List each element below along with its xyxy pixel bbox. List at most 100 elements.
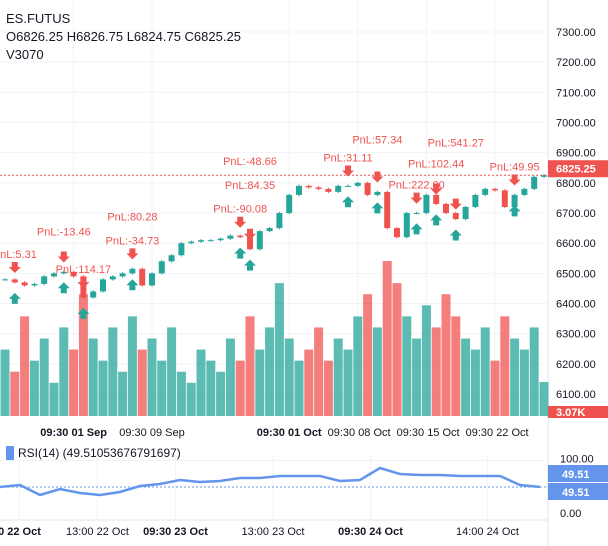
rsi-time-tick-label: 13:00 23 Oct (242, 526, 305, 538)
pnl-label: PnL:57.34 (352, 134, 402, 146)
volume-bar (539, 382, 549, 416)
price-tick-label: 6600.00 (556, 238, 596, 250)
pnl-label: PnL:84.35 (225, 180, 275, 192)
volume-bar (284, 338, 294, 416)
candle (188, 241, 195, 244)
rsi-time-tick-label: 13:00 22 Oct (66, 526, 129, 538)
rsi-value-label: 49.51 (562, 487, 590, 499)
volume-bar (274, 283, 284, 416)
candle (237, 235, 244, 238)
candle (51, 273, 57, 277)
buy-arrow-icon (234, 247, 247, 259)
price-tick-label: 7000.00 (556, 118, 596, 130)
volume-bar (470, 349, 480, 416)
sell-arrow-icon (371, 171, 384, 183)
pnl-label: PnL:102.44 (408, 159, 464, 171)
candle (256, 231, 263, 250)
volume-bar (49, 382, 59, 416)
rsi-color-swatch (6, 446, 14, 460)
volume-bar (382, 261, 392, 416)
buy-arrow-icon (126, 279, 139, 291)
sell-arrow-icon (77, 277, 90, 289)
volume-bar (461, 338, 471, 416)
volume-bar (500, 316, 510, 416)
price-tick-label: 6900.00 (556, 148, 596, 160)
volume-bar (235, 360, 245, 416)
candle (119, 273, 126, 277)
candle (511, 194, 518, 207)
volume-bar (176, 371, 186, 416)
price-tick-label: 6400.00 (556, 299, 596, 311)
volume-bar (451, 316, 461, 416)
rsi-value-label: 49.51 (562, 469, 590, 481)
sell-arrow-icon (244, 228, 256, 240)
price-tick-label: 6800.00 (556, 178, 596, 190)
volume-bar (421, 305, 431, 416)
buy-arrow-icon (342, 196, 354, 208)
sell-arrow-icon (126, 248, 139, 260)
candle (472, 194, 479, 207)
volume-label: 3.07K (556, 407, 585, 419)
sell-arrow-icon (430, 183, 443, 195)
pnl-label: PnL:541.27 (428, 138, 484, 150)
volume-bar (245, 316, 255, 416)
candle (70, 271, 77, 277)
volume-bar (206, 360, 216, 416)
candle (335, 185, 342, 192)
candle (423, 194, 430, 214)
buy-arrow-icon (57, 282, 70, 294)
volume-bar (108, 327, 118, 416)
time-tick-label: 09:30 09 Sep (119, 427, 184, 439)
sell-arrow-icon (410, 192, 423, 204)
rsi-time-tick-label: 09:30 24 Oct (338, 526, 403, 538)
volume-bar (59, 327, 69, 416)
pnl-label: PnL:114.17 (56, 264, 111, 276)
rsi-value-badge (548, 483, 608, 500)
price-tick-label: 6700.00 (556, 208, 596, 220)
sell-arrow-icon (8, 261, 21, 273)
time-tick-label: 09:30 22 Oct (466, 427, 529, 439)
price-tick-label: 7100.00 (556, 87, 596, 99)
rsi-legend-text: RSI(14) (49.51053676791697) (18, 446, 181, 460)
volume-bar (118, 371, 128, 416)
buy-arrow-icon (410, 223, 423, 235)
candle (158, 261, 165, 274)
candle (433, 194, 440, 204)
volume-bar (480, 327, 490, 416)
sell-arrow-icon (234, 216, 247, 228)
buy-arrow-icon (449, 229, 462, 241)
pnl-label: PnL:-34.73 (105, 235, 159, 247)
volume-bar (127, 316, 137, 416)
candle (90, 291, 97, 298)
time-tick-label: 09:30 08 Oct (328, 427, 391, 439)
candle (394, 228, 400, 238)
rsi-time-tick-label: 14:00 24 Oct (456, 526, 519, 538)
candle (139, 268, 146, 286)
rsi-legend: RSI(14) (49.51053676791697) (6, 446, 181, 460)
candle (2, 279, 8, 281)
volume-bar (510, 338, 520, 416)
candle (21, 282, 28, 286)
candle (345, 185, 351, 187)
pnl-label: PnL:-13.46 (37, 226, 91, 238)
pnl-label: PnL:-90.08 (213, 204, 267, 216)
volume-bar (529, 327, 539, 416)
candle (100, 279, 106, 292)
volume-bar (137, 349, 147, 416)
candle (482, 188, 489, 195)
buy-arrow-icon (371, 202, 384, 214)
pnl-label: PnL:80.28 (107, 211, 157, 223)
candle (266, 228, 273, 232)
volume-bar (98, 360, 108, 416)
last-price-badge (548, 160, 608, 178)
candle (41, 276, 48, 284)
volume-bar (69, 349, 79, 416)
candle (286, 194, 293, 214)
sell-arrow-icon (508, 174, 521, 186)
volume-bar (353, 316, 363, 416)
volume-bar (186, 382, 196, 416)
volume-bar (196, 349, 206, 416)
volume-value: V3070 (6, 47, 44, 62)
volume-bar (39, 338, 49, 416)
